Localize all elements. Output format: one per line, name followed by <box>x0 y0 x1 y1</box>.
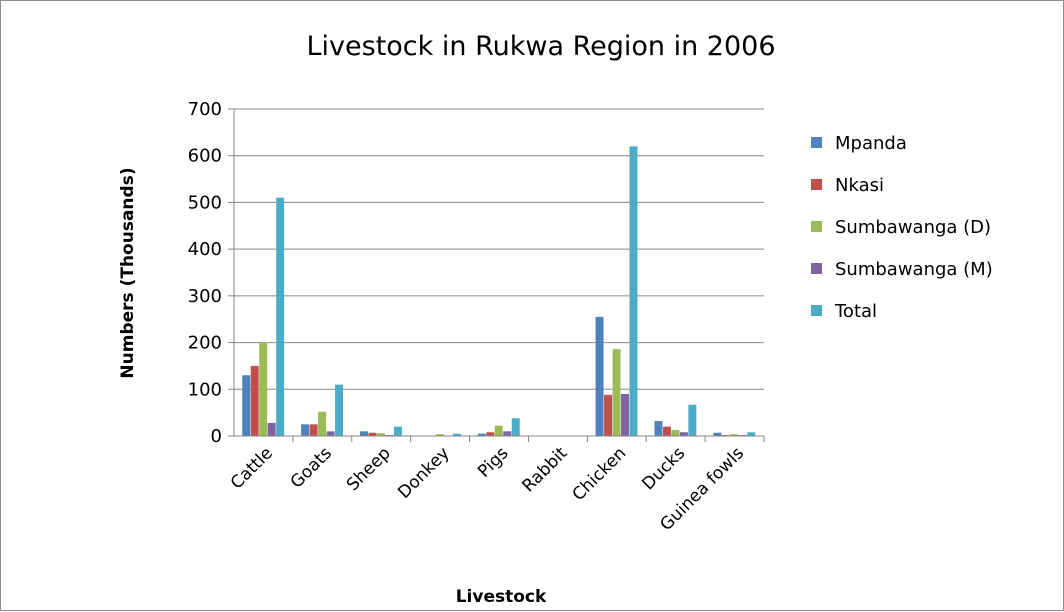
y-tick-label: 200 <box>188 333 222 354</box>
legend-swatch <box>811 137 822 148</box>
bar <box>276 198 284 436</box>
bar <box>688 405 696 436</box>
x-category-label: Goats <box>287 443 336 492</box>
y-tick-label: 400 <box>188 239 222 260</box>
y-axis-ticks: 0 100 200 300 400 500 600 700 <box>188 99 234 447</box>
y-tick-label: 300 <box>188 286 222 307</box>
bar <box>394 427 402 436</box>
x-category-label: Pigs <box>474 443 512 481</box>
x-category-label: Chicken <box>569 443 631 505</box>
chart-title: Livestock in Rukwa Region in 2006 <box>307 31 776 62</box>
legend-entry: Nkasi <box>835 175 884 196</box>
y-tick-label: 0 <box>211 426 222 447</box>
bar <box>621 394 629 436</box>
y-tick-label: 100 <box>188 379 222 400</box>
bars <box>242 146 755 436</box>
bar <box>259 343 267 436</box>
legend-entry: Sumbawanga (M) <box>835 259 993 280</box>
bar <box>495 426 503 436</box>
bar <box>242 375 250 436</box>
y-axis-title: Numbers (Thousands) <box>118 167 138 378</box>
bar <box>301 424 309 436</box>
gridlines <box>234 109 764 389</box>
bar <box>671 430 679 436</box>
bar <box>512 418 520 436</box>
legend-swatch <box>811 305 822 316</box>
bar <box>604 395 612 436</box>
bar <box>486 432 494 436</box>
legend: Mpanda Nkasi Sumbawanga (D) Sumbawanga (M) T… <box>811 133 993 322</box>
x-category-label: Ducks <box>638 443 689 494</box>
axes <box>234 109 764 436</box>
bar <box>680 432 688 436</box>
bar <box>747 432 755 436</box>
legend-entry: Sumbawanga (D) <box>835 217 991 238</box>
legend-swatch <box>811 221 822 232</box>
legend-swatch <box>811 263 822 274</box>
x-category-label: Sheep <box>343 443 395 495</box>
x-category-label: Donkey <box>394 443 453 502</box>
bar <box>360 431 368 436</box>
bar <box>629 146 637 436</box>
bar <box>503 431 511 436</box>
bar <box>268 423 276 436</box>
x-category-label: Rabbit <box>519 443 572 496</box>
y-tick-label: 600 <box>188 146 222 167</box>
x-axis-title: Livestock <box>456 587 547 607</box>
bar <box>251 366 259 436</box>
legend-entry: Total <box>834 301 877 322</box>
y-tick-label: 700 <box>188 99 222 120</box>
legend-swatch <box>811 179 822 190</box>
bar <box>596 317 604 436</box>
bar <box>327 431 335 436</box>
legend-entry: Mpanda <box>835 133 907 154</box>
bar <box>335 385 343 436</box>
x-category-label: Cattle <box>227 443 277 493</box>
bar <box>318 412 326 436</box>
y-tick-label: 500 <box>188 192 222 213</box>
bar <box>310 424 318 436</box>
bar <box>663 427 671 436</box>
bar <box>654 421 662 436</box>
bar <box>613 349 621 436</box>
